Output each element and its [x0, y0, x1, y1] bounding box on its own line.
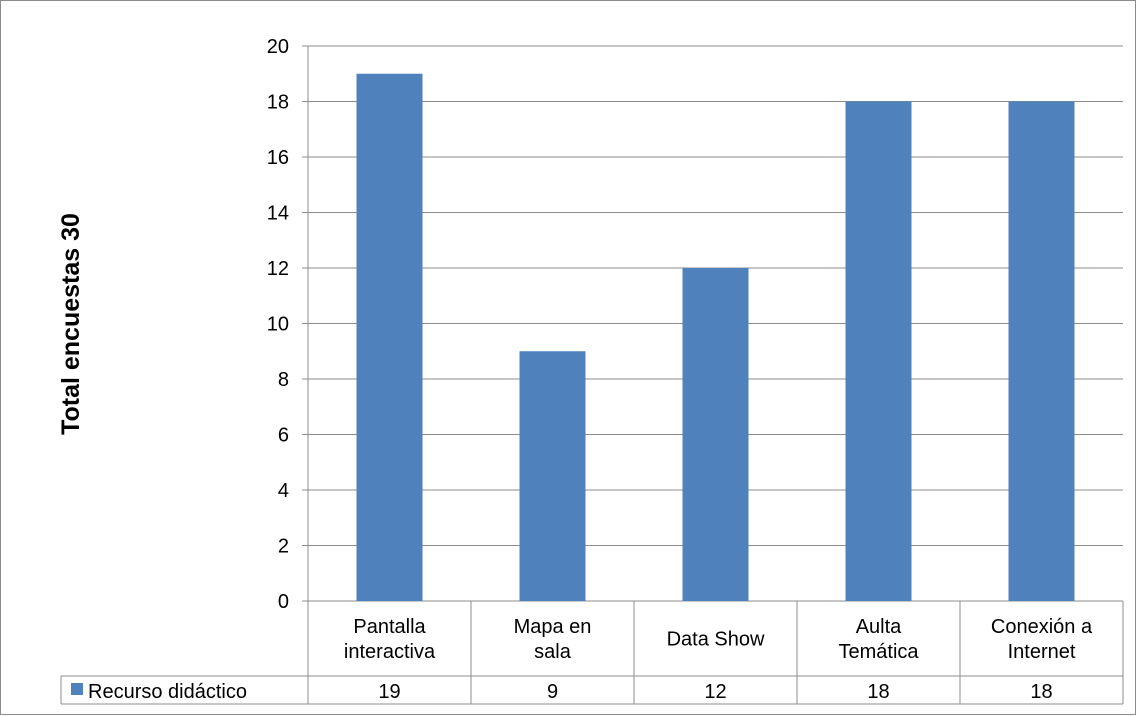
- y-tick-label-14: 14: [267, 203, 289, 225]
- category-label-line: Internet: [1008, 641, 1076, 663]
- category-label-5: Conexión a Internet: [991, 616, 1093, 663]
- y-tick-label-4: 4: [278, 480, 289, 502]
- category-label-line: Pantalla: [353, 616, 426, 638]
- category-label-line: Conexión a: [991, 616, 1093, 638]
- category-label-line: interactiva: [344, 641, 436, 663]
- category-label-line: Mapa en: [514, 616, 592, 638]
- bar-2: [519, 351, 586, 601]
- y-tick-label-16: 16: [267, 147, 289, 169]
- category-label-3: Data Show: [667, 629, 765, 651]
- data-table: Recurso didáctico Pantalla interactiva 19 Ma…: [60, 601, 1124, 705]
- y-tick-label-6: 6: [278, 425, 289, 447]
- y-axis-label: Total encuestas 30: [57, 213, 85, 435]
- category-label-4: Aulta Temática: [838, 616, 919, 663]
- legend-label: Recurso didáctico: [88, 681, 247, 703]
- legend-swatch: [71, 683, 83, 695]
- y-tick-label-10: 10: [267, 314, 289, 336]
- category-label-line: Temática: [838, 641, 919, 663]
- y-axis-ticks: 0 2 4 6 8 10 12 14 16 18 20: [267, 36, 308, 613]
- category-label-line: Data Show: [667, 629, 765, 651]
- category-label-line: Aulta: [856, 616, 902, 638]
- bar-4: [845, 101, 912, 601]
- category-label-1: Pantalla interactiva: [344, 616, 436, 663]
- table-value-2: 9: [547, 681, 558, 703]
- bars: [356, 73, 1075, 601]
- bar-1: [356, 73, 423, 601]
- table-value-1: 19: [378, 681, 400, 703]
- bar-5: [1008, 101, 1075, 601]
- y-tick-label-2: 2: [278, 536, 289, 558]
- table-value-4: 18: [867, 681, 889, 703]
- y-tick-label-0: 0: [278, 591, 289, 613]
- y-tick-label-8: 8: [278, 369, 289, 391]
- y-tick-label-12: 12: [267, 258, 289, 280]
- category-label-line: sala: [534, 641, 572, 663]
- y-tick-label-20: 20: [267, 36, 289, 58]
- y-tick-label-18: 18: [267, 92, 289, 114]
- table-value-5: 18: [1030, 681, 1052, 703]
- table-value-3: 12: [704, 681, 726, 703]
- bar-3: [682, 268, 749, 601]
- category-label-2: Mapa en sala: [514, 616, 592, 663]
